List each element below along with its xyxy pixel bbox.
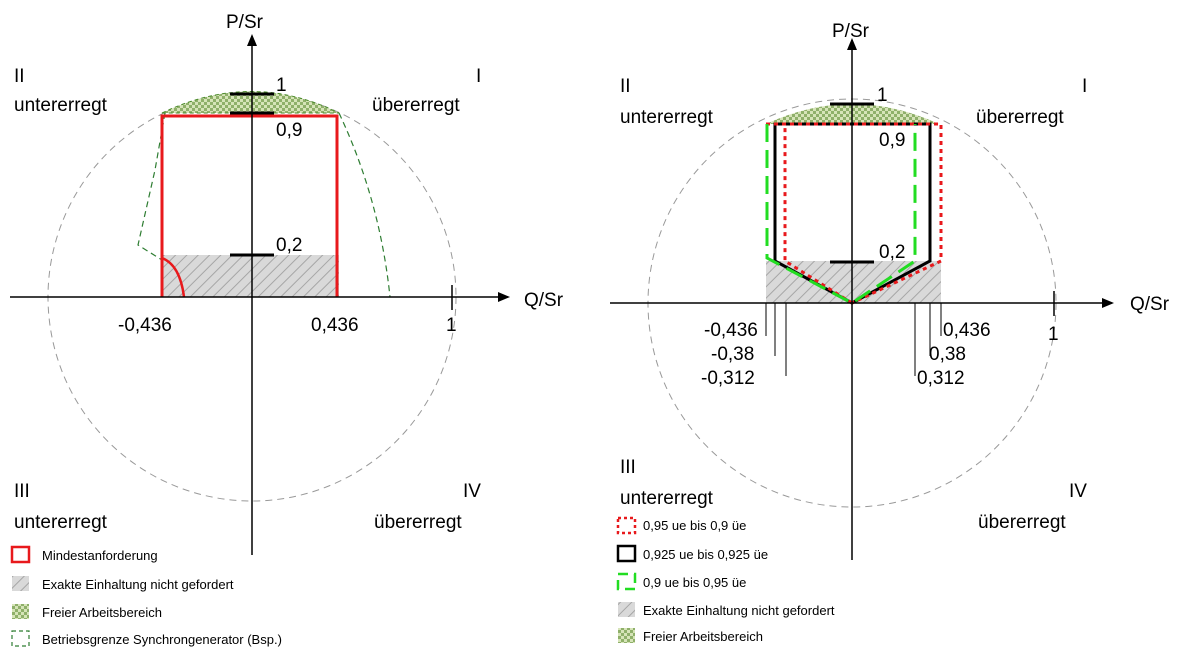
legend-label-free: Freier Arbeitsbereich: [42, 605, 162, 620]
legend-label-black: 0,925 ue bis 0,925 üe: [643, 547, 768, 562]
left-tick-label-p02: 0,2: [276, 235, 302, 256]
legend-swatch-generator: [11, 630, 30, 647]
right-tick-label-p02: 0,2: [879, 242, 905, 263]
left-tick-label-qpos: 0,436: [311, 315, 359, 336]
right-green-dashed: [765, 124, 917, 305]
right-hatched-area: [766, 261, 941, 303]
right-tick-label-qneg312: -0,312: [701, 368, 755, 389]
legend-label-mindest: Mindestanforderung: [42, 548, 158, 563]
left-q1-text: übererregt: [372, 95, 460, 116]
left-legend: Mindestanforderung Exakte Einhaltung nic…: [10, 545, 282, 647]
right-tick-label-q1: 1: [1048, 324, 1059, 345]
right-q2-number: II: [620, 76, 631, 97]
right-tick-label-qneg436: -0,436: [704, 320, 758, 341]
left-q3-text: untererregt: [14, 512, 108, 533]
left-tick-label-qneg: -0,436: [118, 315, 172, 336]
legend-swatch-mindest: [10, 545, 31, 564]
left-tick-label-p1: 1: [276, 75, 287, 96]
right-q3-text: untererregt: [620, 488, 714, 509]
left-q2-number: II: [14, 66, 25, 87]
left-mindest-arc: [161, 256, 186, 298]
right-tick-label-qpos38: 0,38: [929, 344, 966, 365]
legend-swatch-black: [616, 544, 637, 563]
left-free-area: [161, 91, 340, 114]
right-x-axis-label: Q/Sr: [1130, 294, 1170, 315]
right-q1-number: I: [1082, 76, 1087, 97]
legend-label-hatch-right: Exakte Einhaltung nicht gefordert: [643, 603, 835, 618]
left-q4-number: IV: [463, 481, 481, 502]
right-diagram: P/Sr Q/Sr II untererregt I übererregt II…: [610, 21, 1170, 560]
right-tick-label-p09: 0,9: [879, 130, 905, 151]
right-q2-text: untererregt: [620, 107, 714, 128]
legend-swatch-hatch: [12, 576, 29, 591]
right-tick-label-qneg38: -0,38: [711, 344, 754, 365]
legend-label-generator: Betriebsgrenze Synchrongenerator (Bsp.): [42, 632, 282, 647]
right-legend: 0,95 ue bis 0,9 üe 0,925 ue bis 0,925 üe…: [616, 516, 835, 644]
right-q3-number: III: [620, 457, 636, 478]
right-tick-label-qpos436: 0,436: [943, 320, 991, 341]
legend-label-red-dotted: 0,95 ue bis 0,9 üe: [643, 518, 746, 533]
left-q4-text: übererregt: [374, 512, 462, 533]
left-q1-number: I: [476, 66, 481, 87]
right-y-axis-label: P/Sr: [832, 21, 870, 42]
right-tick-label-qpos312: 0,312: [917, 368, 965, 389]
left-y-axis-label: P/Sr: [226, 12, 264, 33]
right-q4-text: übererregt: [978, 512, 1066, 533]
legend-swatch-green-dashed: [616, 572, 637, 591]
legend-label-green-dashed: 0,9 ue bis 0,95 üe: [643, 575, 746, 590]
right-red-dotted: [766, 122, 943, 305]
left-tick-label-p09: 0,9: [276, 120, 302, 141]
left-generator-limit: [137, 112, 391, 298]
left-x-axis-label: Q/Sr: [524, 290, 564, 311]
legend-label-hatch: Exakte Einhaltung nicht gefordert: [42, 577, 234, 592]
legend-swatch-red-dotted: [616, 516, 637, 535]
left-q3-number: III: [14, 481, 30, 502]
left-q2-text: untererregt: [14, 95, 108, 116]
left-hatched-area: [162, 255, 339, 297]
left-tick-label-q1: 1: [446, 315, 457, 336]
legend-swatch-free-right: [618, 628, 635, 643]
right-q4-number: IV: [1069, 481, 1087, 502]
left-mindest-rect: [160, 114, 339, 297]
right-tick-label-p1: 1: [877, 85, 888, 106]
legend-label-free-right: Freier Arbeitsbereich: [643, 629, 763, 644]
left-diagram: P/Sr Q/Sr II untererregt I übererregt II…: [10, 12, 564, 555]
right-q1-text: übererregt: [976, 107, 1064, 128]
legend-swatch-hatch-right: [618, 602, 635, 617]
legend-swatch-free: [12, 604, 29, 619]
